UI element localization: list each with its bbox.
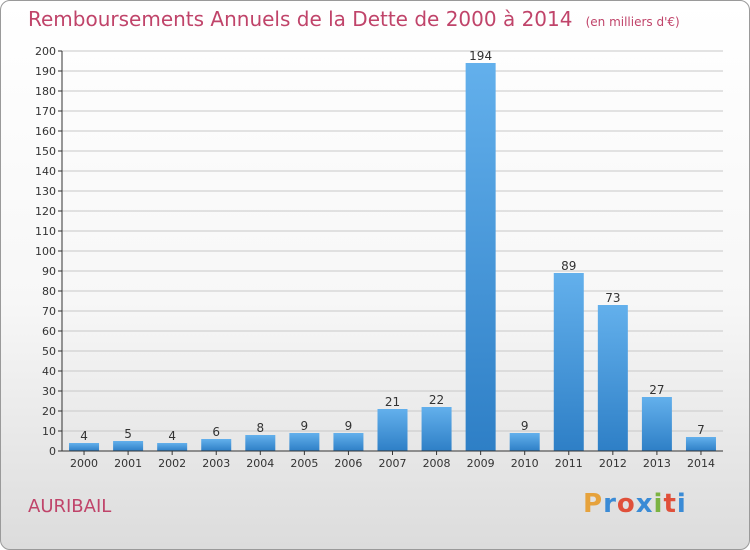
bar-2011: [553, 273, 584, 451]
bar-2005: [289, 433, 320, 451]
bar-value-label: 6: [212, 425, 220, 439]
y-tick-label: 90: [42, 265, 56, 278]
y-tick-label: 10: [42, 425, 56, 438]
logo-letter: o: [616, 489, 636, 519]
bar-value-label: 9: [521, 419, 529, 433]
y-tick-label: 80: [42, 285, 56, 298]
y-tick-label: 40: [42, 365, 56, 378]
axes: 0 10 20 30 40 50 60 70 80 90 100 110 120 130 140 150 160…: [35, 45, 723, 470]
bar-value-label: 9: [301, 419, 309, 433]
bar-value-label: 194: [469, 49, 492, 63]
logo-letter: i: [676, 489, 687, 519]
y-tick-label: 160: [35, 125, 56, 138]
logo-letter: P: [583, 489, 604, 519]
logo-letter: i: [653, 489, 664, 519]
y-tick-label: 150: [35, 145, 56, 158]
chart-title: Remboursements Annuels de la Dette de 20…: [28, 7, 680, 31]
bar-value-label: 73: [605, 291, 620, 305]
bar-value-label: 9: [345, 419, 353, 433]
x-tick-label: 2001: [114, 457, 142, 470]
bar-value-label: 4: [168, 429, 176, 443]
x-tick-label: 2008: [423, 457, 451, 470]
y-tick-label: 70: [42, 305, 56, 318]
y-tick-label: 180: [35, 85, 56, 98]
logo-letter: x: [635, 489, 654, 519]
bar-2006: [333, 433, 364, 451]
bar-2003: [201, 439, 232, 451]
x-tick-label: 2010: [511, 457, 539, 470]
bar-value-label: 8: [256, 421, 264, 435]
y-tick-label: 170: [35, 105, 56, 118]
bar-value-label: 89: [561, 259, 576, 273]
bar-value-label: 4: [80, 429, 88, 443]
y-tick-label: 140: [35, 165, 56, 178]
commune-name: AURIBAIL: [28, 496, 112, 517]
bar-value-label: 22: [429, 393, 444, 407]
y-tick-label: 200: [35, 45, 56, 58]
y-tick-label: 120: [35, 205, 56, 218]
bar-2000: [69, 443, 100, 451]
bar-2012: [597, 305, 628, 451]
bar-value-label: 27: [649, 383, 664, 397]
y-tick-label: 60: [42, 325, 56, 338]
y-tick-label: 20: [42, 405, 56, 418]
x-tick-label: 2003: [202, 457, 230, 470]
y-tick-label: 50: [42, 345, 56, 358]
x-tick-label: 2005: [290, 457, 318, 470]
bar-2004: [245, 435, 276, 451]
chart-title-main: Remboursements Annuels de la Dette de 20…: [28, 7, 573, 31]
y-tick-label: 30: [42, 385, 56, 398]
x-tick-label: 2006: [334, 457, 362, 470]
bar-2007: [377, 409, 408, 451]
bar-2001: [113, 441, 144, 451]
y-tick-label: 130: [35, 185, 56, 198]
x-tick-label: 2002: [158, 457, 186, 470]
proxiti-logo[interactable]: Proxiti: [583, 489, 687, 519]
bar-value-label: 21: [385, 395, 400, 409]
bar-2009: [465, 63, 496, 451]
x-tick-label: 2012: [599, 457, 627, 470]
bar-2010: [509, 433, 540, 451]
bar-2014: [685, 437, 716, 451]
logo-letter: t: [663, 489, 677, 519]
logo-letter: r: [603, 489, 617, 519]
x-tick-label: 2007: [379, 457, 407, 470]
bar-value-label: 7: [697, 423, 705, 437]
y-tick-label: 110: [35, 225, 56, 238]
bar-2008: [421, 407, 452, 451]
y-tick-label: 100: [35, 245, 56, 258]
x-tick-label: 2014: [687, 457, 715, 470]
bar-value-label: 5: [124, 427, 132, 441]
x-tick-label: 2011: [555, 457, 583, 470]
x-tick-label: 2000: [70, 457, 98, 470]
x-tick-label: 2009: [467, 457, 495, 470]
y-tick-label: 190: [35, 65, 56, 78]
bar-2013: [641, 397, 672, 451]
chart-title-unit: (en milliers d'€): [585, 15, 680, 29]
bar-2002: [157, 443, 188, 451]
x-tick-label: 2004: [246, 457, 274, 470]
y-tick-label: 0: [49, 445, 56, 458]
x-tick-label: 2013: [643, 457, 671, 470]
